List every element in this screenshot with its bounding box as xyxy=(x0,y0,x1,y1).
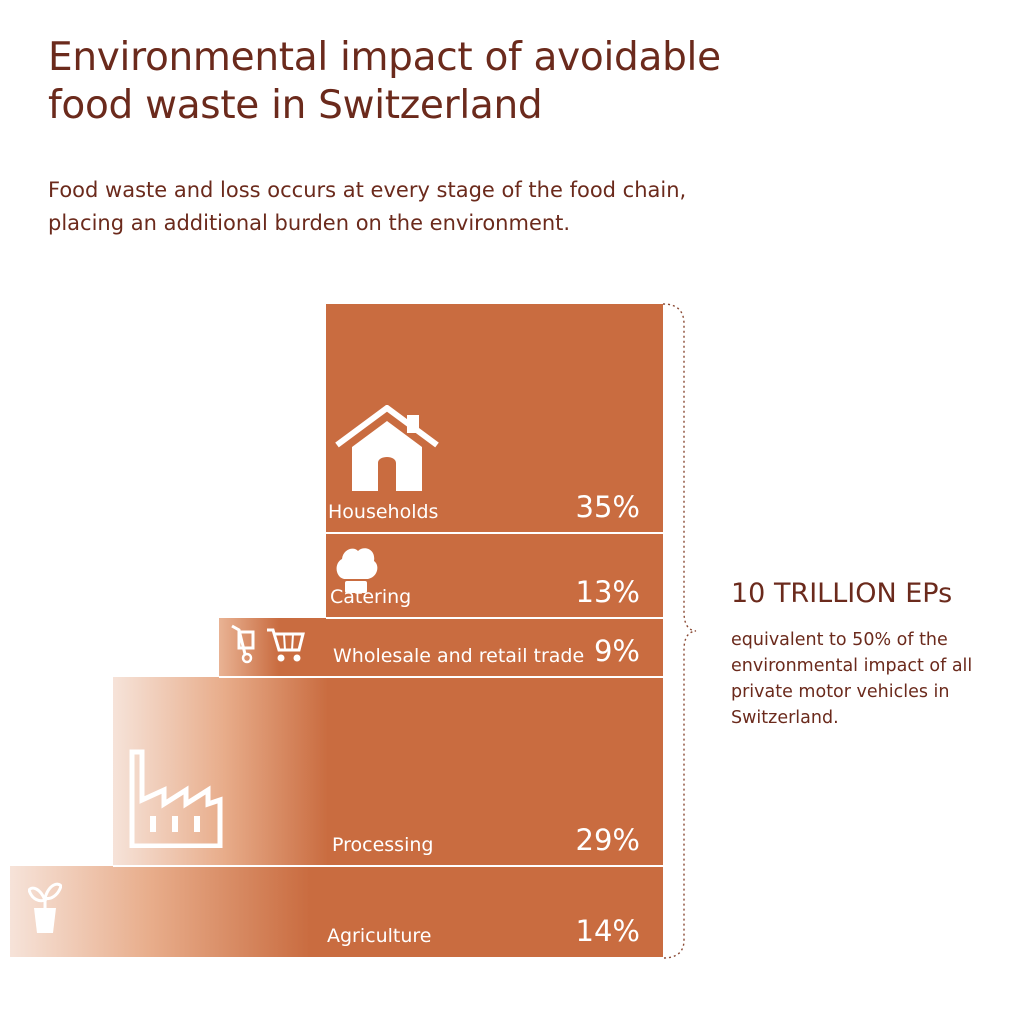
bar-agriculture xyxy=(10,866,663,957)
value-label: 9% xyxy=(593,634,640,668)
category-label: Agriculture xyxy=(327,925,432,947)
total-note-line-4: Switzerland. xyxy=(731,708,839,728)
category-label: Households xyxy=(328,501,439,523)
chart-subtitle-line-2: placing an additional burden on the envi… xyxy=(48,211,571,235)
plant-icon xyxy=(27,878,63,940)
category-label: Processing xyxy=(332,834,434,856)
value-label: 13% xyxy=(575,575,640,609)
shopping-cart-icon xyxy=(229,622,305,668)
bar-catering xyxy=(326,533,663,618)
total-headline: 10 TRILLION EPs xyxy=(731,578,953,609)
house-icon xyxy=(334,404,440,497)
chart-subtitle-line-1: Food waste and loss occurs at every stag… xyxy=(48,178,687,202)
value-label: 35% xyxy=(575,490,640,524)
value-label: 29% xyxy=(575,823,640,857)
factory-icon xyxy=(128,748,224,852)
total-note: equivalent to 50% of the environmental i… xyxy=(731,627,991,731)
chef-hat-icon xyxy=(334,545,378,599)
total-note-line-1: equivalent to 50% of the xyxy=(731,630,948,650)
step-divider xyxy=(326,532,663,534)
total-brace xyxy=(662,303,697,959)
chart-title-line-1: Environmental impact of avoidable xyxy=(48,35,721,80)
bar-processing xyxy=(113,677,663,866)
total-note-line-3: private motor vehicles in xyxy=(731,682,950,702)
step-divider xyxy=(219,676,663,678)
step-divider xyxy=(326,617,663,619)
bar-households xyxy=(326,304,663,533)
chart-subtitle: Food waste and loss occurs at every stag… xyxy=(48,174,768,240)
step-divider xyxy=(113,865,663,867)
value-label: 14% xyxy=(575,914,640,948)
chart-title-line-2: food waste in Switzerland xyxy=(48,83,543,128)
total-note-line-2: environmental impact of all xyxy=(731,656,973,676)
category-label: Wholesale and retail trade xyxy=(333,645,585,667)
chart-title: Environmental impact of avoidable food w… xyxy=(48,34,808,130)
